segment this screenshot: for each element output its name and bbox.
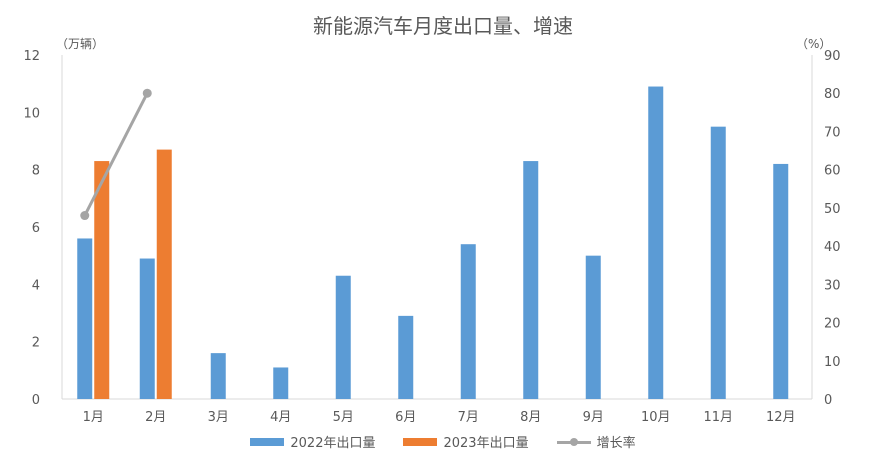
- chart-bars: [77, 86, 789, 400]
- legend-item-2023: 2023年出口量: [403, 432, 529, 451]
- y-right-tick-label: 30: [824, 278, 841, 293]
- legend-item-2022: 2022年出口量: [250, 432, 375, 451]
- y-left-tick-label: 6: [32, 221, 40, 236]
- x-tick-label: 1月: [83, 410, 104, 425]
- chart-axes: [61, 55, 813, 400]
- bar-2022-12: [773, 163, 789, 399]
- bar-2023-1: [94, 161, 110, 399]
- bar-2022-5: [335, 275, 351, 399]
- legend-swatch-2023: [403, 437, 438, 446]
- x-tick-label: 6月: [395, 410, 416, 425]
- chart-legend: 2022年出口量 2023年出口量 增长率: [0, 432, 886, 451]
- y-left-unit-label: （万辆）: [56, 37, 104, 51]
- y-left-tick-label: 2: [32, 336, 40, 351]
- legend-label-2022: 2022年出口量: [290, 436, 376, 451]
- legend-swatch-2022: [250, 437, 285, 446]
- x-tick-label: 10月: [641, 410, 671, 425]
- legend-item-growth: 增长率: [556, 432, 636, 451]
- y-right-tick-label: 20: [824, 317, 841, 332]
- bar-2023-2: [156, 149, 172, 399]
- growth-rate-point-1: [80, 211, 90, 221]
- bar-2022-1: [77, 238, 93, 399]
- y-right-tick-label: 10: [824, 355, 841, 370]
- y-right-tick-label: 90: [824, 49, 841, 64]
- legend-label-growth: 增长率: [596, 436, 636, 451]
- bar-2022-4: [273, 367, 289, 399]
- x-tick-label: 11月: [703, 410, 733, 425]
- bar-2022-6: [398, 315, 414, 399]
- y-right-tick-label: 70: [824, 125, 841, 140]
- legend-swatch-growth: [556, 437, 591, 447]
- y-left-tick-label: 8: [32, 164, 40, 179]
- x-tick-label: 3月: [208, 410, 229, 425]
- bar-2022-3: [210, 353, 226, 399]
- x-tick-label: 9月: [583, 410, 604, 425]
- y-right-tick-label: 40: [824, 240, 841, 255]
- growth-rate-point-2: [142, 88, 152, 98]
- y-right-unit-label: （%）: [796, 37, 831, 51]
- x-tick-label: 5月: [333, 410, 354, 425]
- x-tick-label: 12月: [766, 410, 796, 425]
- bar-2022-8: [523, 161, 539, 399]
- bar-2022-11: [710, 126, 726, 400]
- chart-title: 新能源汽车月度出口量、增速: [313, 14, 573, 38]
- bar-2022-2: [139, 258, 155, 399]
- y-left-tick-label: 12: [23, 49, 40, 64]
- y-right-tick-labels: 0 10 20 30 40 50 60 70 80 90: [824, 49, 841, 408]
- y-right-tick-label: 50: [824, 202, 841, 217]
- y-right-tick-label: 60: [824, 164, 841, 179]
- y-left-tick-label: 10: [23, 106, 40, 121]
- bar-2022-10: [648, 86, 664, 400]
- y-left-tick-label: 0: [32, 393, 40, 408]
- x-tick-labels: 1月 2月 3月 4月 5月 6月 7月 8月 9月 10月 11月 12月: [83, 410, 796, 425]
- x-tick-label: 4月: [270, 410, 291, 425]
- y-right-tick-label: 0: [824, 393, 832, 408]
- legend-label-2023: 2023年出口量: [443, 436, 529, 451]
- chart-line: [80, 88, 152, 221]
- y-left-tick-label: 4: [32, 278, 40, 293]
- growth-rate-line: [83, 92, 149, 217]
- x-tick-label: 7月: [458, 410, 479, 425]
- bar-2022-7: [460, 244, 476, 399]
- x-tick-label: 2月: [145, 410, 166, 425]
- bar-2022-9: [585, 255, 601, 399]
- y-left-tick-labels: 0 2 4 6 8 10 12: [23, 49, 40, 408]
- x-tick-label: 8月: [520, 410, 541, 425]
- y-right-tick-label: 80: [824, 87, 841, 102]
